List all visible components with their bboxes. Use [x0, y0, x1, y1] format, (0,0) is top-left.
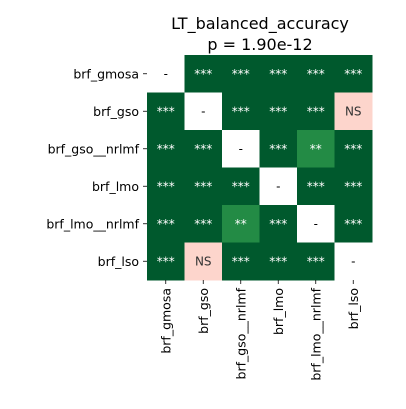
- heatmap-cells: - *** *** *** *** *** *** - *** *** *** NS *** *** - **…: [147, 55, 373, 281]
- cell-label: ***: [232, 254, 250, 268]
- cell-label: ***: [194, 217, 212, 231]
- heatmap-cell: [259, 242, 298, 281]
- row-tick-label: brf_gso__nrlmf: [48, 141, 140, 156]
- row-tick-label: brf_lmo: [92, 179, 139, 194]
- cell-label: **: [310, 142, 322, 156]
- cell-label: -: [314, 217, 318, 231]
- cell-label: NS: [345, 104, 362, 118]
- row-tick-label: brf_gso: [93, 104, 139, 119]
- column-tick-labels: brf_gmosa brf_gso brf_gso__nrlmf brf_lmo brf…: [158, 280, 361, 381]
- cell-label: ***: [157, 142, 175, 156]
- column-tick-label: brf_gso__nrlmf: [233, 287, 248, 379]
- column-tick-label: brf_gmosa: [158, 288, 173, 354]
- cell-label: ***: [344, 67, 362, 81]
- cell-label: ***: [269, 142, 287, 156]
- cell-label: -: [164, 67, 168, 81]
- cell-label: ***: [157, 217, 175, 231]
- row-tick-label: brf_gmosa: [73, 66, 139, 81]
- column-tick-label: brf_lmo__nrlmf: [308, 287, 323, 380]
- cell-label: ***: [307, 104, 325, 118]
- heatmap-cell: [184, 92, 223, 131]
- cell-label: -: [239, 142, 243, 156]
- heatmap-cell: [184, 205, 223, 243]
- column-tick-label: brf_lso: [346, 288, 361, 329]
- cell-label: ***: [307, 67, 325, 81]
- heatmap-cell: [222, 130, 260, 168]
- heatmap-cell: [184, 55, 223, 93]
- cell-label: ***: [307, 254, 325, 268]
- cell-label: ***: [344, 217, 362, 231]
- heatmap-cell: [259, 167, 298, 206]
- cell-label: ***: [194, 179, 212, 193]
- heatmap-cell: [147, 242, 185, 281]
- heatmap-cell: [147, 205, 185, 243]
- heatmap-cell: [184, 130, 223, 168]
- cell-label: ***: [194, 142, 212, 156]
- chart-subtitle: p = 1.90e-12: [207, 35, 312, 54]
- heatmap-cell: [297, 92, 335, 131]
- heatmap-cell: [184, 242, 223, 281]
- row-tick-labels: brf_gmosa brf_gso brf_gso__nrlmf brf_lmobrf…: [46, 66, 147, 269]
- cell-label: **: [235, 217, 247, 231]
- heatmap-cell: [334, 205, 373, 243]
- row-tick-label: brf_lmo__nrlmf: [46, 216, 139, 231]
- heatmap-cell: [334, 242, 373, 281]
- heatmap-cell: [147, 130, 185, 168]
- heatmap-cell: [184, 167, 223, 206]
- heatmap-cell: [259, 55, 298, 93]
- cell-label: ***: [269, 254, 287, 268]
- heatmap-cell: [259, 130, 298, 168]
- heatmap-cell: [222, 92, 260, 131]
- cell-label: -: [201, 104, 205, 118]
- heatmap-cell: [297, 167, 335, 206]
- chart-title: LT_balanced_accuracy: [171, 14, 349, 34]
- cell-label: ***: [269, 217, 287, 231]
- cell-label: ***: [157, 104, 175, 118]
- cell-label: ***: [344, 142, 362, 156]
- heatmap-cell: [259, 205, 298, 243]
- cell-label: -: [351, 254, 355, 268]
- heatmap-cell: [222, 205, 260, 243]
- cell-label: ***: [269, 67, 287, 81]
- heatmap-cell: [297, 205, 335, 243]
- heatmap-cell: [297, 55, 335, 93]
- heatmap-cell: [334, 167, 373, 206]
- cell-label: -: [276, 179, 280, 193]
- heatmap-cell: [334, 92, 373, 131]
- cell-label: ***: [269, 104, 287, 118]
- heatmap-cell: [222, 55, 260, 93]
- cell-label: ***: [232, 179, 250, 193]
- cell-label: ***: [157, 179, 175, 193]
- cell-label: ***: [157, 254, 175, 268]
- heatmap-cell: [147, 55, 185, 93]
- cell-label: ***: [344, 179, 362, 193]
- heatmap-cell: [222, 167, 260, 206]
- cell-label: ***: [232, 104, 250, 118]
- cell-label: ***: [194, 67, 212, 81]
- heatmap-cell: [297, 242, 335, 281]
- column-tick-label: brf_lmo: [271, 288, 286, 335]
- column-tick-label: brf_gso: [196, 288, 211, 334]
- heatmap-cell: [259, 92, 298, 131]
- heatmap-cell: [222, 242, 260, 281]
- cell-label: ***: [232, 67, 250, 81]
- heatmap-cell: [147, 92, 185, 131]
- cell-label: NS: [195, 254, 212, 268]
- heatmap-cell: [334, 55, 373, 93]
- row-tick-label: brf_lso: [98, 254, 139, 269]
- heatmap-cell: [147, 167, 185, 206]
- cell-label: ***: [307, 179, 325, 193]
- heatmap-cell: [297, 130, 335, 168]
- heatmap-cell: [334, 130, 373, 168]
